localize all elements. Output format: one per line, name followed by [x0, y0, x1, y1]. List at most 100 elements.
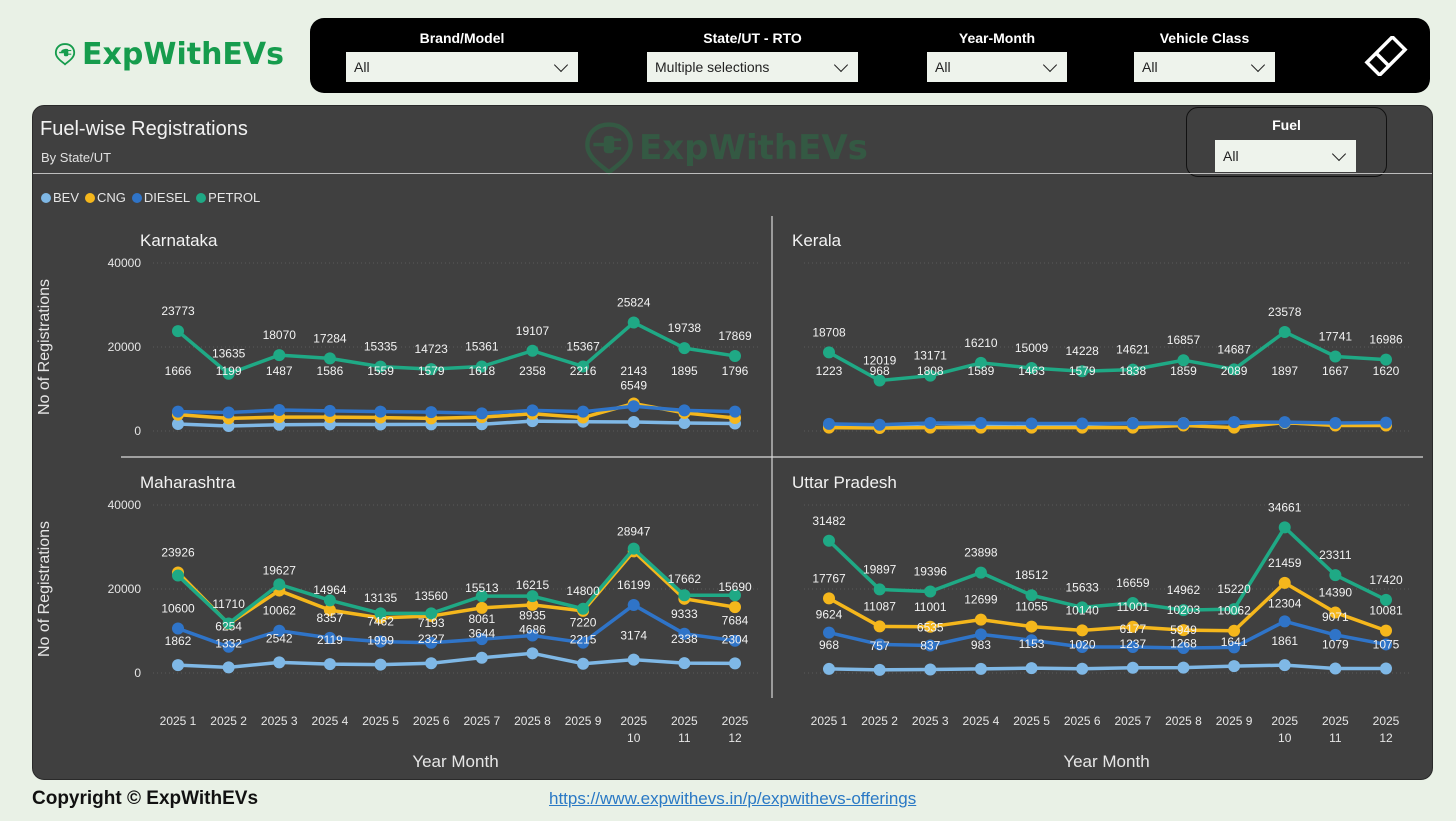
data-label: 15009 [1015, 341, 1049, 355]
chart-legend: BEV CNG DIESEL PETROL [41, 190, 260, 205]
chevron-down-icon [553, 57, 569, 72]
legend-item-cng[interactable]: CNG [85, 190, 126, 205]
data-point-diesel [627, 598, 640, 611]
data-label: 16215 [516, 578, 550, 592]
data-label: 7462 [367, 615, 394, 629]
data-label: 7193 [418, 616, 445, 630]
data-point-bev [273, 656, 286, 669]
y-tick-label: 0 [134, 666, 141, 680]
data-point-diesel [1076, 417, 1089, 430]
data-point-bev [374, 658, 387, 671]
data-point-petrol [974, 356, 987, 369]
x-axis-title: Year Month [1063, 752, 1149, 771]
series-line-petrol [827, 525, 1387, 612]
data-label: 8061 [468, 612, 495, 626]
data-point-petrol [678, 589, 691, 602]
watermark: ExpWithEVs [583, 111, 868, 185]
data-label: 2358 [519, 364, 546, 378]
data-label: 1667 [1322, 364, 1349, 378]
data-point-petrol [1380, 593, 1392, 606]
data-point-petrol [1126, 597, 1139, 610]
data-label: 3174 [620, 629, 647, 643]
data-label: 17767 [812, 571, 846, 585]
dropdown-value: All [354, 59, 370, 75]
legend-dot [41, 192, 51, 203]
slicer-state-rto: State/UT - RTO Multiple selections [647, 30, 858, 82]
data-point-diesel [323, 631, 336, 644]
data-point-bev [172, 659, 184, 672]
series-line-cng [828, 581, 1387, 633]
data-point-petrol [873, 374, 886, 387]
x-tick-label: 2025 7 [463, 714, 500, 728]
data-point-bev [475, 651, 488, 664]
data-label: 11001 [914, 600, 947, 614]
data-point-bev [1278, 659, 1291, 672]
data-label: 1463 [1018, 364, 1045, 378]
data-label: 8357 [317, 611, 344, 625]
data-label: 1153 [1019, 637, 1045, 651]
x-tick-label: 2025 5 [1013, 714, 1050, 728]
data-label: 3644 [468, 627, 495, 641]
y-tick-label: 40000 [108, 256, 142, 270]
data-label: 18070 [263, 328, 297, 342]
x-tick-label: 2025 9 [565, 714, 602, 728]
brand-logo[interactable]: ExpWithEVs [54, 22, 284, 86]
data-point-bev [1329, 662, 1342, 675]
data-label: 7220 [570, 616, 597, 630]
data-label: 17869 [718, 329, 752, 343]
data-label: 2119 [317, 633, 343, 647]
data-point-petrol [526, 344, 539, 357]
vehicle-class-dropdown[interactable]: All [1134, 52, 1275, 82]
brand-model-dropdown[interactable]: All [346, 52, 578, 82]
data-point-diesel [1380, 416, 1392, 429]
data-label: 13560 [414, 589, 448, 603]
state-rto-dropdown[interactable]: Multiple selections [647, 52, 858, 82]
data-label: 1641 [1221, 635, 1248, 649]
data-point-cng [1380, 624, 1392, 637]
chevron-down-icon [1042, 57, 1058, 72]
slicer-brand-model: Brand/Model All [346, 30, 578, 82]
data-label: 1237 [1119, 637, 1146, 651]
offerings-link[interactable]: https://www.expwithevs.in/p/expwithevs-o… [549, 789, 917, 808]
data-point-petrol [323, 594, 336, 607]
dropdown-value: All [935, 59, 951, 75]
data-label: 31482 [812, 514, 846, 528]
data-label: 19897 [863, 562, 897, 576]
data-point-diesel [475, 633, 488, 646]
fuel-dropdown[interactable]: All [1215, 140, 1356, 172]
data-label: 17284 [313, 331, 347, 345]
legend-label: DIESEL [143, 190, 191, 205]
data-point-cng [526, 598, 539, 611]
data-label: 10600 [161, 601, 195, 615]
data-point-diesel [425, 636, 438, 649]
legend-item-diesel[interactable]: DIESEL [131, 190, 191, 205]
small-multiples-line-chart: Karnataka 40000 20000 0 No of Registrations 1… [36, 216, 1423, 771]
data-point-diesel [1228, 416, 1241, 429]
legend-dot [196, 192, 207, 203]
clear-filters-eraser-icon[interactable] [1364, 36, 1408, 76]
legend-item-bev[interactable]: BEV [41, 190, 79, 205]
data-label: 1859 [1170, 364, 1197, 378]
data-point-cng [1025, 620, 1038, 633]
data-label: 9071 [1322, 610, 1349, 624]
slicer-label: Vehicle Class [1159, 30, 1250, 46]
legend-item-petrol[interactable]: PETROL [196, 190, 260, 205]
y-axis-title: No of Registrations [36, 521, 53, 657]
data-point-petrol [222, 367, 235, 380]
year-month-dropdown[interactable]: All [927, 52, 1067, 82]
data-label: 2143 [620, 364, 647, 378]
x-tick-label: 2025 1 [811, 714, 848, 728]
slicer-label: State/UT - RTO [703, 30, 802, 46]
data-label: 23926 [161, 546, 195, 560]
data-point-petrol [627, 542, 640, 555]
data-label: 10062 [263, 604, 297, 618]
data-point-diesel [273, 624, 286, 637]
data-label: 1589 [968, 364, 995, 378]
data-label: 17420 [1369, 573, 1403, 587]
series-line-petrol [176, 546, 735, 626]
data-label: 6254 [215, 620, 242, 634]
data-label: 16986 [1369, 333, 1403, 347]
data-point-bev [974, 662, 987, 675]
data-point-bev [425, 657, 438, 670]
data-point-bev [577, 657, 590, 670]
